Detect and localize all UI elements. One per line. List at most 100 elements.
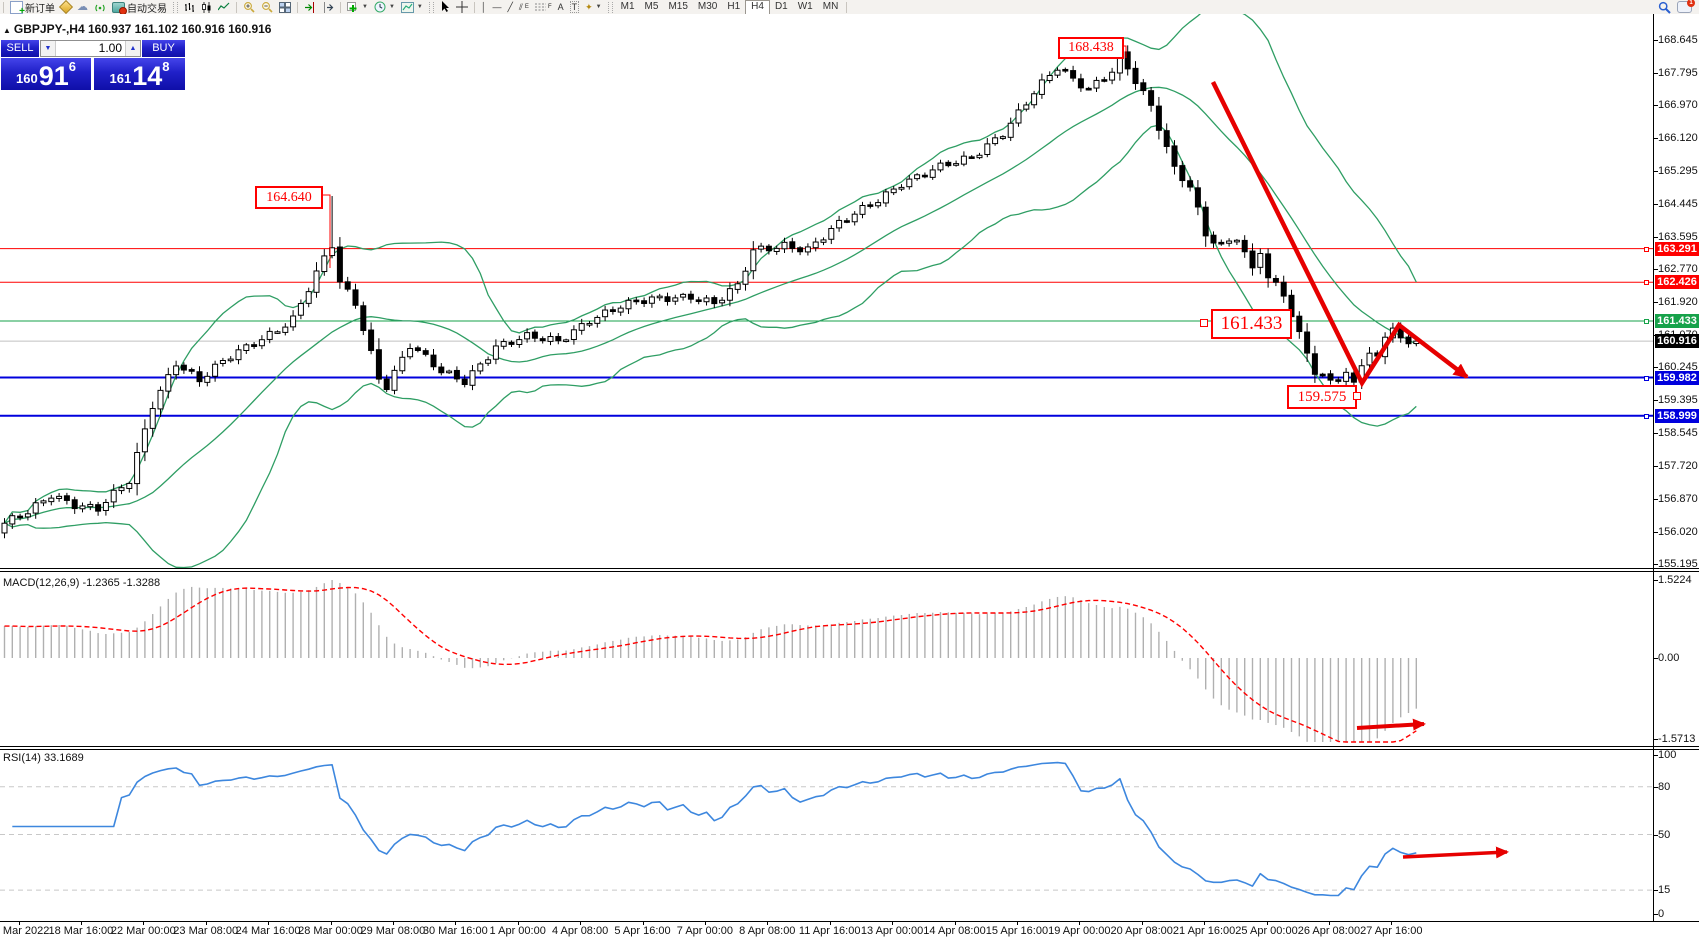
level-endpoint-marker[interactable] — [1644, 246, 1649, 252]
time-axis-tick — [1016, 921, 1018, 925]
new-order-label: 新订单 — [25, 3, 55, 15]
cursor-icon — [441, 1, 449, 12]
tab-timeframe-H4[interactable]: H4 — [745, 0, 770, 15]
timeframe-group: M1 M5 M15 M30 H1 H4 D1 W1 MN — [616, 0, 844, 15]
crosshair-tool-button[interactable] — [453, 1, 471, 14]
price-axis-line — [1653, 14, 1654, 921]
trendline-tool-button[interactable]: ╱ — [507, 1, 513, 12]
zoom-out-icon — [262, 2, 273, 13]
fibonacci-icon — [534, 3, 546, 11]
volume-down-button[interactable]: ▼ — [41, 41, 56, 56]
volume-up-button[interactable]: ▲ — [125, 41, 140, 56]
hline-tool-button[interactable]: — — [492, 2, 502, 12]
shapes-tool-button[interactable]: ✦ ▼ — [582, 1, 605, 14]
auto-scroll-button[interactable] — [319, 1, 337, 14]
channel-tool-button[interactable]: ⫽ E — [518, 1, 529, 12]
tab-timeframe-M30[interactable]: M30 — [697, 0, 718, 12]
sell-button[interactable]: SELL — [1, 40, 39, 57]
callout-anchor-marker[interactable] — [1353, 392, 1361, 400]
price-axis-label: 160.245 — [1658, 361, 1698, 374]
price-callout[interactable]: 161.433 — [1211, 309, 1292, 339]
tab-timeframe-MN[interactable]: MN — [822, 0, 839, 12]
time-axis-tick — [1204, 921, 1206, 925]
pane-separator[interactable] — [0, 746, 1699, 747]
callout-anchor-marker[interactable] — [1200, 319, 1208, 327]
price-axis-label: 163.595 — [1658, 230, 1698, 243]
tab-timeframe-D1[interactable]: D1 — [774, 0, 788, 12]
vline-tool-button[interactable]: │ — [480, 2, 487, 12]
time-axis-tick — [1391, 921, 1393, 925]
pane-separator[interactable] — [0, 749, 1699, 750]
autotrade-button[interactable]: 自动交易 — [109, 1, 170, 15]
price-callout[interactable]: 159.575 — [1287, 385, 1357, 409]
zoom-in-button[interactable] — [240, 1, 258, 14]
price-axis-label: 167.795 — [1658, 67, 1698, 80]
price-axis-label: 156.870 — [1658, 492, 1698, 505]
notifications-button[interactable]: 1 — [1674, 0, 1695, 14]
candle-chart-button[interactable] — [198, 1, 215, 14]
pane-separator[interactable] — [0, 568, 1699, 569]
candle-chart-icon — [202, 1, 211, 13]
chart-shift-button[interactable] — [301, 1, 319, 14]
sell-price-button[interactable]: 160 91 6 — [1, 58, 91, 90]
rsi-indicator-label: RSI(14) 33.1689 — [3, 752, 84, 764]
price-axis-label: 155.195 — [1658, 558, 1698, 570]
volume-value[interactable]: 1.00 — [98, 41, 122, 55]
fibonacci-tool-button[interactable]: F — [532, 1, 555, 14]
buy-button[interactable]: BUY — [142, 40, 185, 57]
add-indicator-button[interactable]: ▼ — [344, 1, 371, 14]
market-watch-button[interactable] — [58, 0, 74, 15]
new-order-button[interactable]: + 新订单 — [7, 0, 58, 16]
tile-windows-icon — [279, 1, 291, 13]
rsi-axis-tick — [1653, 786, 1658, 788]
level-endpoint-marker[interactable] — [1644, 375, 1649, 381]
rsi-axis-tick — [1653, 914, 1658, 915]
macd-pane-canvas[interactable] — [0, 572, 1699, 746]
tab-timeframe-M5[interactable]: M5 — [644, 0, 659, 12]
level-price-badge: 158.999 — [1655, 408, 1699, 423]
line-chart-icon — [218, 2, 230, 10]
rsi-axis-label: 50 — [1658, 828, 1671, 841]
time-axis-tick — [1079, 921, 1081, 925]
level-endpoint-marker[interactable] — [1644, 318, 1649, 324]
tile-windows-button[interactable] — [276, 1, 294, 14]
price-callout[interactable]: 168.438 — [1058, 37, 1124, 59]
buy-price-button[interactable]: 161 14 8 — [94, 58, 185, 90]
bar-chart-button[interactable] — [181, 1, 198, 14]
chevron-down-icon: ▼ — [595, 4, 602, 10]
main-chart-canvas[interactable] — [0, 14, 1699, 570]
tab-timeframe-W1[interactable]: W1 — [797, 0, 813, 12]
tab-timeframe-H1[interactable]: H1 — [727, 0, 741, 12]
signals-button[interactable] — [91, 1, 109, 14]
zoom-out-button[interactable] — [258, 1, 276, 14]
tab-timeframe-M15[interactable]: M15 — [668, 0, 688, 12]
line-chart-button[interactable] — [215, 1, 233, 14]
rsi-axis-label: 0 — [1658, 908, 1665, 920]
template-icon — [400, 1, 414, 13]
rsi-axis-tick — [1653, 834, 1658, 836]
search-button[interactable] — [1655, 1, 1674, 14]
time-axis-tick — [767, 921, 769, 925]
data-window-button[interactable]: ☁ — [74, 1, 91, 14]
period-button[interactable]: ▼ — [371, 1, 398, 14]
time-axis-label: 1 Apr 00:00 — [489, 925, 546, 937]
time-axis-tick — [704, 921, 706, 925]
price-callout[interactable]: 164.640 — [255, 186, 323, 209]
text-tool-button[interactable]: A — [557, 2, 564, 12]
pane-separator[interactable] — [0, 571, 1699, 572]
price-axis-label: 164.445 — [1658, 197, 1698, 210]
price-axis-label: 161.920 — [1658, 296, 1698, 308]
price-axis-tick — [1653, 236, 1658, 238]
time-axis-label: 18 Mar 16:00 — [48, 925, 114, 937]
template-button[interactable]: ▼ — [398, 1, 426, 14]
level-endpoint-marker[interactable] — [1644, 413, 1649, 419]
level-endpoint-marker[interactable] — [1644, 280, 1649, 286]
rsi-pane-canvas[interactable] — [0, 750, 1699, 921]
price-axis-tick — [1653, 73, 1658, 75]
label-tool-button[interactable]: T — [569, 1, 580, 13]
level-price-badge: 163.291 — [1655, 241, 1699, 256]
cursor-tool-button[interactable] — [437, 1, 453, 14]
pane-separator[interactable] — [0, 921, 1699, 922]
tab-timeframe-M1[interactable]: M1 — [620, 0, 635, 12]
macd-axis-label: 0.00 — [1658, 652, 1680, 664]
